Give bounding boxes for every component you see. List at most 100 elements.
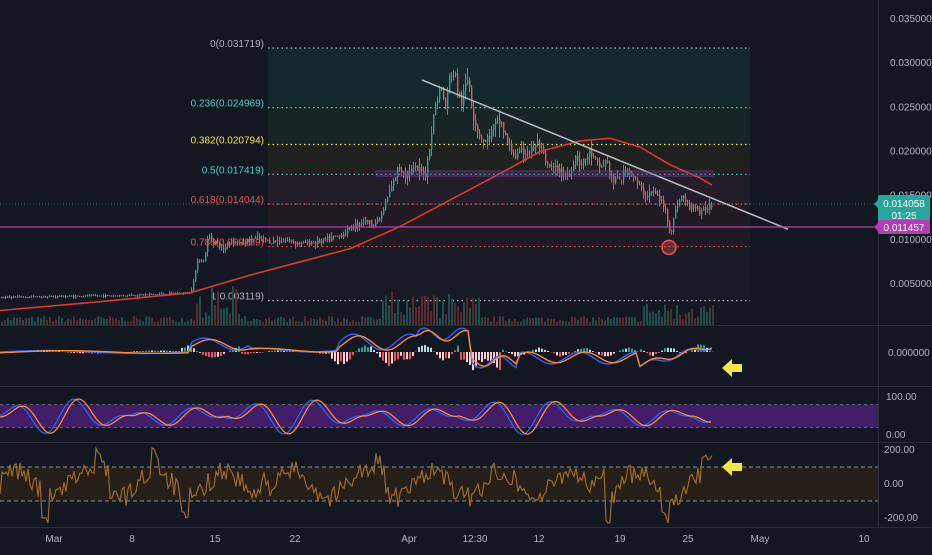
candle-body bbox=[335, 236, 336, 237]
candle-body bbox=[363, 222, 364, 223]
candle-body bbox=[503, 122, 504, 133]
candle-body bbox=[3, 297, 4, 298]
macd-histogram-bar bbox=[679, 352, 681, 353]
candle-body bbox=[79, 296, 80, 297]
volume-bar bbox=[571, 317, 573, 325]
volume-bar bbox=[217, 291, 219, 325]
candle-body bbox=[283, 241, 284, 242]
horizontal-channel[interactable] bbox=[376, 171, 713, 176]
candle-body bbox=[243, 242, 244, 244]
macd-histogram-bar bbox=[343, 352, 345, 364]
volume-bar bbox=[58, 316, 60, 325]
candle-body bbox=[607, 160, 608, 163]
volume-bar bbox=[709, 308, 711, 325]
candle-body bbox=[253, 239, 254, 241]
macd-histogram-bar bbox=[562, 352, 564, 355]
candle-body bbox=[257, 236, 258, 237]
macd-histogram-bar bbox=[544, 350, 546, 352]
macd-histogram-bar bbox=[346, 352, 348, 362]
candle-body bbox=[615, 178, 616, 183]
candle-body bbox=[85, 295, 86, 296]
candle-body bbox=[123, 295, 124, 296]
volume-bar bbox=[301, 322, 303, 325]
macd-histogram-bar bbox=[502, 350, 504, 352]
x-axis-tick-label: 8 bbox=[129, 534, 135, 545]
candle-body bbox=[685, 198, 686, 202]
volume-bar bbox=[652, 312, 654, 325]
candle-body bbox=[689, 204, 690, 210]
volume-bar bbox=[292, 317, 294, 325]
macd-histogram-bar bbox=[256, 352, 258, 353]
volume-bar bbox=[139, 319, 141, 325]
candle-body bbox=[339, 236, 340, 237]
candle-body bbox=[269, 240, 270, 243]
volume-bar bbox=[685, 314, 687, 325]
macd-histogram-bar bbox=[565, 352, 567, 355]
volume-bar bbox=[331, 316, 333, 325]
candle-body bbox=[305, 242, 306, 243]
candle-body bbox=[223, 248, 224, 250]
candle-body bbox=[155, 294, 156, 295]
candle-body bbox=[59, 296, 60, 297]
macd-histogram-bar bbox=[496, 352, 498, 368]
volume-bar bbox=[253, 319, 255, 325]
candle-body bbox=[307, 241, 308, 243]
candle-body bbox=[391, 186, 392, 192]
candle-body bbox=[523, 148, 524, 155]
volume-bar bbox=[391, 292, 393, 325]
candle-body bbox=[147, 294, 148, 295]
candle-body bbox=[13, 297, 14, 298]
candle-body bbox=[221, 248, 222, 249]
volume-bar bbox=[166, 318, 168, 325]
macd-histogram-bar bbox=[514, 352, 516, 356]
macd-histogram-bar bbox=[361, 347, 363, 352]
candle-body bbox=[541, 147, 542, 148]
candle-body bbox=[481, 137, 482, 140]
candle-body bbox=[287, 240, 288, 241]
volume-bar bbox=[436, 297, 438, 325]
volume-bar bbox=[250, 321, 252, 325]
macd-histogram-bar bbox=[157, 351, 159, 352]
horizontal-line-label: 0.011457 bbox=[884, 223, 925, 234]
volume-bar bbox=[451, 299, 453, 325]
x-axis-tick-label: 25 bbox=[682, 534, 694, 545]
macd-histogram-bar bbox=[349, 352, 351, 360]
macd-histogram-bar bbox=[136, 351, 138, 352]
volume-bar bbox=[163, 318, 165, 325]
candle-body bbox=[119, 295, 120, 296]
volume-bar bbox=[286, 322, 288, 325]
volume-bar bbox=[544, 322, 546, 325]
volume-bar bbox=[43, 317, 45, 325]
volume-bar bbox=[385, 296, 387, 325]
fib-level-label: 0.618(0.014044) bbox=[191, 195, 264, 206]
macd-histogram-bar bbox=[607, 352, 609, 356]
candle-body bbox=[395, 177, 396, 180]
candle-body bbox=[39, 296, 40, 297]
candle-body bbox=[299, 242, 300, 244]
volume-bar bbox=[1, 322, 3, 325]
volume-bar bbox=[493, 316, 495, 325]
candle-body bbox=[87, 295, 88, 296]
x-axis-tick-label: 22 bbox=[289, 534, 301, 545]
volume-bar bbox=[661, 316, 663, 325]
volume-bar bbox=[211, 287, 213, 325]
candle-body bbox=[133, 295, 134, 296]
candle-body bbox=[327, 236, 328, 239]
volume-bar bbox=[127, 322, 129, 325]
volume-bar bbox=[172, 320, 174, 325]
candle-body bbox=[83, 296, 84, 297]
volume-bar bbox=[499, 316, 501, 325]
volume-bar bbox=[409, 308, 411, 325]
volume-bar bbox=[670, 310, 672, 325]
candle-body bbox=[27, 297, 28, 298]
macd-histogram-bar bbox=[250, 352, 252, 353]
volume-bar bbox=[262, 322, 264, 325]
volume-bar bbox=[343, 318, 345, 325]
volume-bar bbox=[535, 317, 537, 325]
candle-body bbox=[65, 297, 66, 298]
volume-bar bbox=[169, 317, 171, 325]
volume-bar bbox=[289, 318, 291, 325]
volume-bar bbox=[562, 321, 564, 325]
macd-histogram-bar bbox=[202, 352, 204, 355]
